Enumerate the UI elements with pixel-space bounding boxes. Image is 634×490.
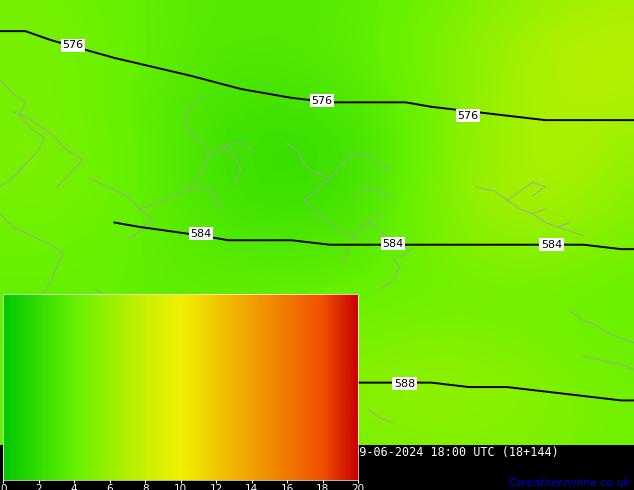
Text: Height 500 hPa Spread mean+σ [gpdm]  ECMWF    Su 09-06-2024 18:00 UTC (18+144): Height 500 hPa Spread mean+σ [gpdm] ECMW… [3,446,559,459]
Text: 584: 584 [190,228,212,239]
Text: 576: 576 [311,96,333,105]
Text: 584: 584 [382,239,404,249]
Text: 584: 584 [541,240,562,250]
Text: 576: 576 [457,111,479,121]
Text: 588: 588 [278,382,299,392]
Text: 588: 588 [394,378,415,389]
Text: 576: 576 [62,40,84,50]
Text: ©weatheronline.co.uk: ©weatheronline.co.uk [507,478,631,488]
